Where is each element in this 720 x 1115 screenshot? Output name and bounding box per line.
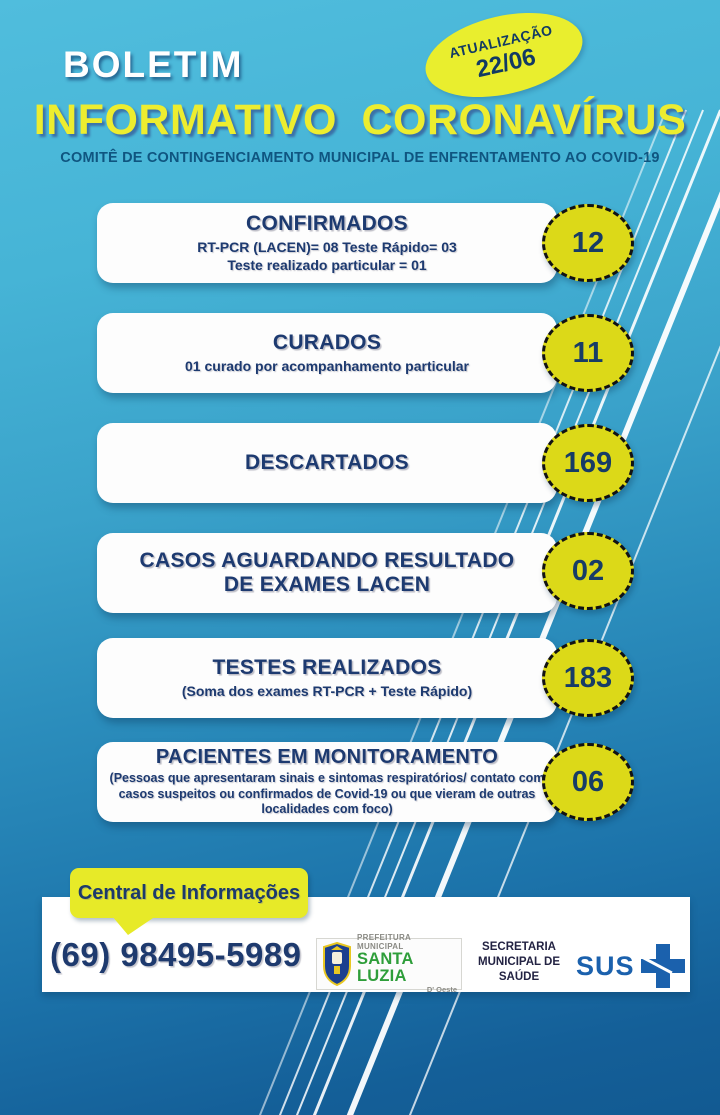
stat-card-curados: CURADOS 01 curado por acompanhamento par… bbox=[97, 313, 557, 393]
stat-title: CURADOS bbox=[272, 330, 382, 354]
info-phone-number: (69) 98495-5989 bbox=[50, 936, 302, 973]
stat-value-badge: 02 bbox=[542, 532, 634, 610]
stat-detail: (Pessoas que apresentaram sinais e sinto… bbox=[109, 771, 545, 817]
stat-card-descartados: DESCARTADOS bbox=[97, 423, 557, 503]
stat-detail: (Soma dos exames RT-PCR + Teste Rápido) bbox=[181, 682, 473, 699]
secretariat-label: SECRETARIA MUNICIPAL DE SAÚDE bbox=[478, 941, 560, 983]
stat-card-monitoramento: PACIENTES EM MONITORAMENTO (Pessoas que … bbox=[97, 742, 557, 822]
city-logo-line3: D' Oeste bbox=[426, 984, 457, 994]
stat-title: TESTES REALIZADOS bbox=[212, 655, 442, 679]
stat-card-testes-realizados: TESTES REALIZADOS (Soma dos exames RT-PC… bbox=[97, 638, 557, 718]
sus-cross-icon bbox=[638, 944, 685, 988]
stat-value-badge: 12 bbox=[542, 204, 634, 282]
stat-detail: RT-PCR (LACEN)= 08 Teste Rápido= 03 Test… bbox=[197, 238, 457, 274]
city-logo-line1: PREFEITURA MUNICIPAL bbox=[357, 933, 411, 951]
stat-value-badge: 11 bbox=[542, 314, 634, 392]
sus-logo-text: SUS bbox=[576, 950, 635, 981]
page-title: INFORMATIVO CORONAVÍRUS bbox=[33, 96, 687, 144]
sus-logo: SUS bbox=[576, 944, 685, 988]
stat-value-badge: 183 bbox=[542, 639, 634, 717]
stat-card-confirmados: CONFIRMADOS RT-PCR (LACEN)= 08 Teste Ráp… bbox=[97, 203, 557, 283]
city-crest-icon bbox=[323, 942, 351, 986]
city-hall-logo: PREFEITURA MUNICIPAL SANTA LUZIA D' Oest… bbox=[316, 934, 462, 993]
stat-title: PACIENTES EM MONITORAMENTO bbox=[155, 746, 499, 769]
stat-detail: 01 curado por acompanhamento particular bbox=[185, 357, 469, 374]
stat-value-badge: 169 bbox=[542, 424, 634, 502]
update-badge: ATUALIZAÇÃO 22/06 bbox=[417, 0, 591, 111]
city-logo-line2: SANTA LUZIA bbox=[357, 950, 413, 986]
stat-title: CASOS AGUARDANDO RESULTADO DE EXAMES LAC… bbox=[139, 548, 515, 596]
city-logo-text: PREFEITURA MUNICIPAL SANTA LUZIA D' Oest… bbox=[357, 934, 457, 993]
info-center-tab: Central de Informações bbox=[70, 868, 308, 935]
stat-value-badge: 06 bbox=[542, 743, 634, 821]
stat-title: CONFIRMADOS bbox=[246, 211, 408, 235]
stat-card-aguardando-lacen: CASOS AGUARDANDO RESULTADO DE EXAMES LAC… bbox=[97, 533, 557, 613]
stat-title: DESCARTADOS bbox=[245, 450, 409, 474]
committee-subtitle: COMITÊ DE CONTINGENCIAMENTO MUNICIPAL DE… bbox=[60, 150, 660, 166]
bulletin-kicker: BOLETIM bbox=[63, 44, 244, 85]
